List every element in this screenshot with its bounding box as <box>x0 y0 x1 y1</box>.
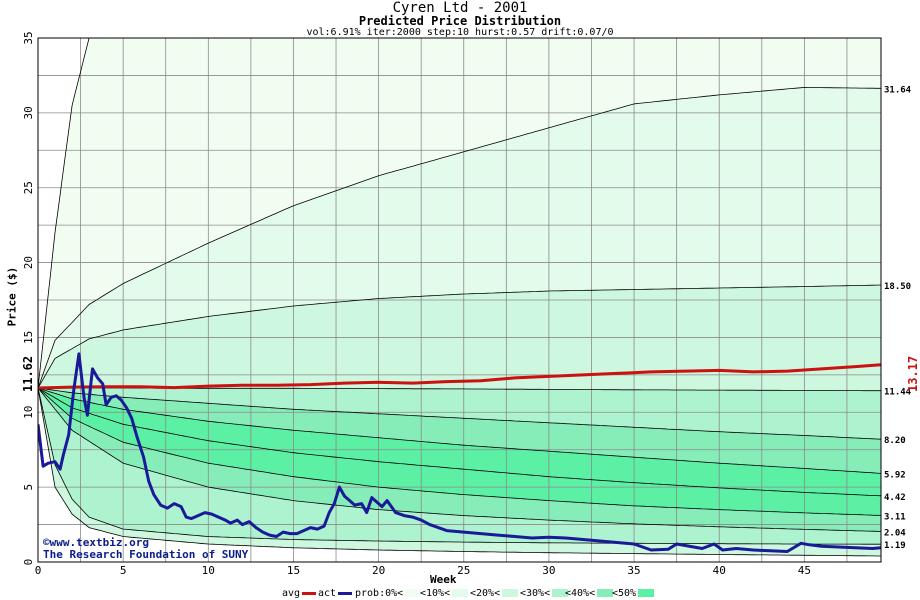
legend-band3-swatch <box>552 589 569 597</box>
legend-band2-swatch <box>502 589 519 597</box>
probability-band-4 <box>38 388 881 474</box>
y-tick-label: 20 <box>22 256 35 269</box>
x-tick-label: 20 <box>372 564 385 577</box>
probability-band-7 <box>38 388 881 532</box>
quantile-curve-7 <box>38 387 881 516</box>
x-tick-label: 10 <box>202 564 215 577</box>
legend-p40: <40%< <box>565 588 614 599</box>
legend-band5-swatch <box>638 589 655 597</box>
x-axis-label: Week <box>430 573 457 586</box>
legend-avg-swatch <box>302 591 317 595</box>
y-tick-label: 15 <box>22 331 35 344</box>
legend-act: act <box>318 588 353 599</box>
credit-organization: The Research Foundation of SUNY <box>43 548 249 561</box>
x-tick-label: 25 <box>457 564 470 577</box>
legend: avg act prob:0%< <10%< <20%< <30%< <40%<… <box>0 588 920 600</box>
legend-act-label: act <box>318 588 337 599</box>
quantile-end-label: 5.92 <box>884 470 906 480</box>
x-tick-label: 5 <box>120 564 127 577</box>
quantile-curve-10 <box>38 387 881 557</box>
probability-band-6 <box>38 388 881 516</box>
quantile-end-label: 8.20 <box>884 436 906 446</box>
legend-p20: <20%< <box>470 588 519 599</box>
quantile-curve-5 <box>38 387 881 474</box>
probability-band-0 <box>38 38 881 388</box>
y-tick-label: 5 <box>22 484 35 491</box>
start-value-label: 11.62 <box>21 356 35 392</box>
legend-p30: <30%< <box>520 588 569 599</box>
quantile-curve-6 <box>38 387 881 497</box>
y-tick-label: 35 <box>22 31 35 44</box>
probability-band-2 <box>38 285 881 391</box>
y-tick-label: 25 <box>22 181 35 194</box>
probability-band-3 <box>38 388 881 440</box>
quantile-curve-2 <box>38 284 881 389</box>
quantile-end-label: 11.44 <box>884 388 912 398</box>
legend-band4-swatch <box>597 589 614 597</box>
probability-band-8 <box>38 388 881 545</box>
x-tick-label: 30 <box>542 564 555 577</box>
axes <box>37 37 882 563</box>
legend-p50-label: <50% <box>612 588 637 599</box>
x-tick-label: 0 <box>35 564 42 577</box>
quantile-curve-9 <box>38 387 881 545</box>
plot-frame <box>37 37 882 563</box>
chart-title: Cyren Ltd - 2001 <box>392 0 528 16</box>
series-lines <box>38 352 881 553</box>
y-tick-label: 10 <box>22 406 35 419</box>
legend-p20-label: <20%< <box>470 588 501 599</box>
probability-bands <box>38 38 881 562</box>
x-tick-label: 45 <box>798 564 811 577</box>
quantile-curve-1 <box>38 86 881 389</box>
quantile-curve-4 <box>38 387 881 440</box>
quantile-labels: 31.64 18.50 11.44 8.20 5.92 4.42 3.11 2.04 1.19 <box>884 85 912 551</box>
series-line-act <box>38 352 881 553</box>
quantile-end-label: 31.64 <box>884 85 912 95</box>
legend-act-swatch <box>338 591 353 595</box>
legend-p10: <10%< <box>420 588 469 599</box>
legend-p10-label: <10%< <box>420 588 451 599</box>
legend-band0-swatch <box>405 589 422 597</box>
end-value-label: 13.17 <box>906 356 920 392</box>
legend-p40-label: <40%< <box>565 588 596 599</box>
y-axis-label: Price ($) <box>5 266 19 327</box>
x-tick-label: 40 <box>713 564 726 577</box>
legend-avg: avg <box>282 588 317 599</box>
legend-band1-swatch <box>452 589 469 597</box>
legend-avg-label: avg <box>282 588 301 599</box>
legend-prob0: prob:0%< <box>355 588 422 599</box>
quantile-curve-8 <box>38 387 881 532</box>
probability-band-outer-bottom <box>38 388 881 562</box>
x-tick-label: 35 <box>627 564 640 577</box>
grid-lines <box>38 38 881 562</box>
tick-labels: 0 5 10 15 20 25 30 35 40 45 0 5 10 15 20 25 30 35 <box>22 31 811 577</box>
quantile-end-label: 1.19 <box>884 541 906 551</box>
y-tick-label: 30 <box>22 106 35 119</box>
series-line-avg <box>38 363 881 390</box>
quantile-end-label: 18.50 <box>884 282 911 292</box>
probability-band-5 <box>38 388 881 496</box>
legend-p50: <50% <box>612 588 655 599</box>
quantile-end-label: 2.04 <box>884 528 906 538</box>
chart-subtitle: Predicted Price Distribution <box>358 14 562 28</box>
y-tick-label: 0 <box>22 559 35 566</box>
chart-parameters: vol:6.91% iter:2000 step:10 hurst:0.57 d… <box>306 27 614 38</box>
credit-website: ©www.textbiz.org <box>43 536 149 549</box>
quantile-end-label: 3.11 <box>884 512 906 522</box>
legend-prob0-label: prob:0%< <box>355 588 404 599</box>
legend-p30-label: <30%< <box>520 588 551 599</box>
x-tick-label: 15 <box>287 564 300 577</box>
quantile-end-label: 4.42 <box>884 493 906 503</box>
probability-band-1 <box>38 87 881 389</box>
